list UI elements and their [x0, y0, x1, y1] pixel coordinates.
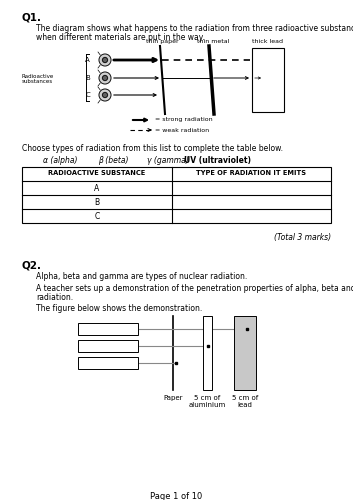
Text: A teacher sets up a demonstration of the penetration properties of alpha, beta a: A teacher sets up a demonstration of the… [36, 284, 353, 293]
Circle shape [102, 92, 108, 98]
Text: C: C [94, 212, 100, 221]
Text: 5 cm of
lead: 5 cm of lead [232, 395, 258, 408]
Text: C: C [85, 92, 90, 98]
Circle shape [99, 89, 111, 101]
Bar [78, 340, 138, 352]
Text: Choose types of radiation from this list to complete the table below.: Choose types of radiation from this list… [22, 144, 283, 153]
Text: α (alpha): α (alpha) [43, 156, 77, 165]
Bar [78, 323, 138, 335]
Text: thin metal: thin metal [197, 39, 229, 44]
Text: A: A [94, 184, 100, 193]
Text: B: B [85, 75, 90, 81]
Text: γ (gamma): γ (gamma) [147, 156, 189, 165]
Text: 5 cm of
aluminium: 5 cm of aluminium [189, 395, 226, 408]
Text: RADIOACTIVE SUBSTANCE: RADIOACTIVE SUBSTANCE [48, 170, 146, 176]
Bar [78, 357, 138, 369]
Text: The diagram shows what happens to the radiation from three radioactive substance: The diagram shows what happens to the ra… [36, 24, 353, 33]
Text: Paper: Paper [163, 395, 183, 401]
Circle shape [99, 54, 111, 66]
Bar [252, 48, 284, 112]
Text: Alpha, beta and gamma are types of nuclear radiation.: Alpha, beta and gamma are types of nucle… [36, 272, 247, 281]
Circle shape [102, 58, 108, 62]
Text: UV (ultraviolet): UV (ultraviolet) [185, 156, 251, 165]
Bar [22, 167, 331, 223]
Bar [203, 316, 212, 390]
Text: β (beta): β (beta) [98, 156, 128, 165]
Bar [234, 316, 256, 390]
Text: Q2.: Q2. [22, 260, 42, 270]
Text: (Total 3 marks): (Total 3 marks) [274, 233, 331, 242]
Circle shape [102, 76, 108, 80]
Circle shape [99, 72, 111, 84]
Text: = strong radiation: = strong radiation [155, 118, 213, 122]
Text: Page 1 of 10: Page 1 of 10 [150, 492, 202, 500]
Text: radiation.: radiation. [36, 293, 73, 302]
Text: when different materials are put in the way.: when different materials are put in the … [36, 33, 204, 42]
Text: A: A [85, 57, 90, 63]
Text: Q1.: Q1. [22, 12, 42, 22]
Text: TYPE OF RADIATION IT EMITS: TYPE OF RADIATION IT EMITS [197, 170, 306, 176]
Text: The figure below shows the demonstration.: The figure below shows the demonstration… [36, 304, 202, 313]
Text: B: B [95, 198, 100, 207]
Text: thick lead: thick lead [252, 39, 283, 44]
Text: = weak radiation: = weak radiation [155, 128, 209, 132]
Text: Radioactive
substances: Radioactive substances [22, 74, 54, 85]
Text: thin paper: thin paper [146, 39, 178, 44]
